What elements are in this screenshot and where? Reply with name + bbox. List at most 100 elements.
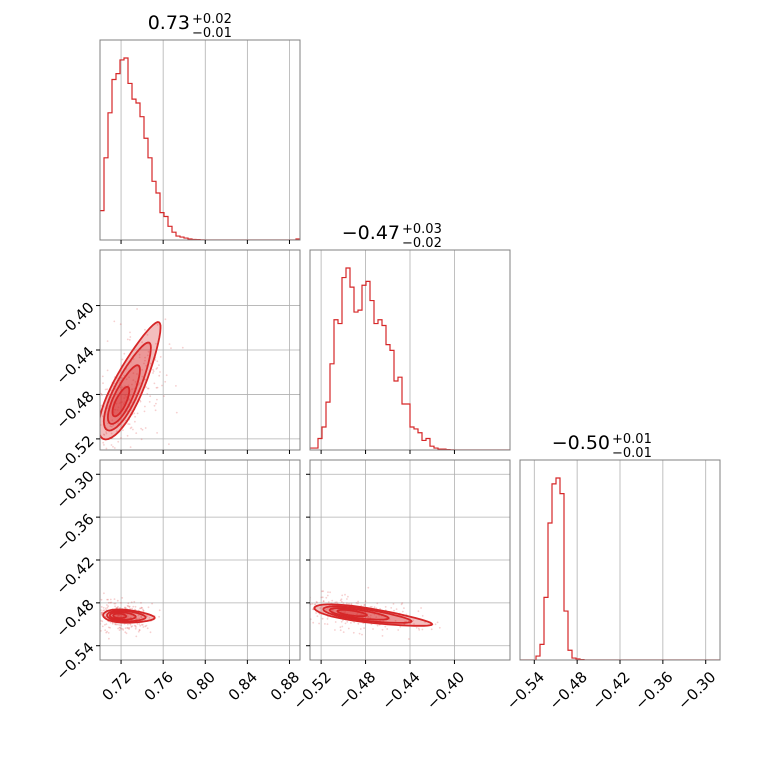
density-point <box>344 593 346 596</box>
density-point <box>326 594 329 597</box>
density-point <box>135 432 138 434</box>
density-point <box>127 615 129 618</box>
histogram-title-value: 0.73 <box>148 12 190 34</box>
density-point <box>106 340 109 342</box>
density-point <box>104 388 107 391</box>
density-point <box>358 632 361 635</box>
density-point <box>376 602 379 605</box>
histogram-step <box>520 477 720 660</box>
density-point <box>104 629 107 632</box>
density-point <box>107 598 109 601</box>
density-point <box>96 416 98 418</box>
density-point <box>100 611 103 614</box>
density-point <box>98 445 100 447</box>
density-point <box>158 609 161 612</box>
density-point <box>357 602 359 605</box>
density-point <box>347 595 349 598</box>
density-point <box>105 432 108 435</box>
density-point <box>346 598 348 600</box>
density-point <box>132 428 134 431</box>
density-content <box>95 308 184 453</box>
density-point <box>121 401 124 403</box>
density-point <box>363 604 366 607</box>
density-point <box>103 609 106 611</box>
x-tick-label: 0.80 <box>183 668 219 704</box>
density-point <box>305 620 307 622</box>
density-point <box>129 336 132 338</box>
density-point <box>125 378 128 381</box>
density-point <box>144 405 146 408</box>
density-point <box>129 446 132 448</box>
density-point <box>114 408 117 411</box>
density-point <box>112 445 114 448</box>
density-point <box>312 621 315 624</box>
density-point <box>168 443 170 445</box>
density-panel-p1-p2: −0.52 −0.48 −0.44 −0.40 <box>290 459 511 713</box>
histogram-step <box>100 57 300 240</box>
density-point <box>146 387 149 390</box>
density-point <box>334 601 337 604</box>
density-point <box>355 602 358 604</box>
density-point <box>412 619 415 622</box>
density-point <box>327 591 329 593</box>
density-point <box>97 609 99 611</box>
density-point <box>95 371 97 373</box>
density-point <box>146 627 149 630</box>
density-point <box>122 629 125 631</box>
density-point <box>321 596 324 599</box>
density-point <box>161 384 163 387</box>
x-tick-label: 0.84 <box>225 668 261 704</box>
density-point <box>128 606 131 608</box>
density-point <box>307 614 309 616</box>
density-point <box>113 320 116 323</box>
density-point <box>119 386 122 389</box>
density-point <box>158 615 161 618</box>
density-point <box>155 368 158 370</box>
density-point <box>131 607 134 610</box>
density-point <box>141 428 144 431</box>
density-point <box>360 613 363 616</box>
density-point <box>149 631 152 634</box>
density-point <box>305 615 307 617</box>
density-point <box>140 607 142 610</box>
density-point <box>141 624 144 626</box>
density-point <box>110 389 112 392</box>
x-tick-label: −0.42 <box>589 668 634 713</box>
density-point <box>156 432 159 434</box>
density-point <box>340 598 343 601</box>
density-point <box>392 603 395 605</box>
density-point <box>126 604 129 607</box>
density-point <box>152 370 155 373</box>
density-point <box>97 423 99 425</box>
histogram-title-lower: −0.01 <box>192 26 232 41</box>
density-point <box>132 372 135 375</box>
density-point <box>321 590 323 593</box>
density-point <box>165 374 168 377</box>
density-point <box>421 615 424 617</box>
density-point <box>341 594 344 597</box>
density-point <box>135 626 137 628</box>
density-point <box>124 631 127 634</box>
x-tick-label: −0.30 <box>674 668 719 713</box>
density-point <box>139 624 142 627</box>
density-point <box>129 331 131 334</box>
density-panel-p0-p1: −0.52−0.48−0.44−0.40 <box>52 249 301 477</box>
density-point <box>104 451 106 453</box>
density-point <box>134 625 137 627</box>
density-point <box>408 638 410 640</box>
density-point <box>335 601 338 604</box>
density-point <box>115 606 118 609</box>
density-point <box>118 402 121 404</box>
density-point <box>106 388 108 391</box>
density-point <box>100 606 103 608</box>
density-point <box>102 382 104 385</box>
y-tick-label: −0.36 <box>52 510 97 555</box>
density-point <box>430 628 433 631</box>
density-point <box>127 602 130 605</box>
density-point <box>107 626 110 629</box>
histogram-title-value: −0.47 <box>342 222 400 244</box>
density-point <box>116 623 119 626</box>
density-point <box>156 398 158 401</box>
density-point <box>121 358 124 361</box>
histogram-panel-p2: −0.54−0.48−0.42−0.36−0.30 −0.50 +0.01−0.01 <box>503 432 721 713</box>
